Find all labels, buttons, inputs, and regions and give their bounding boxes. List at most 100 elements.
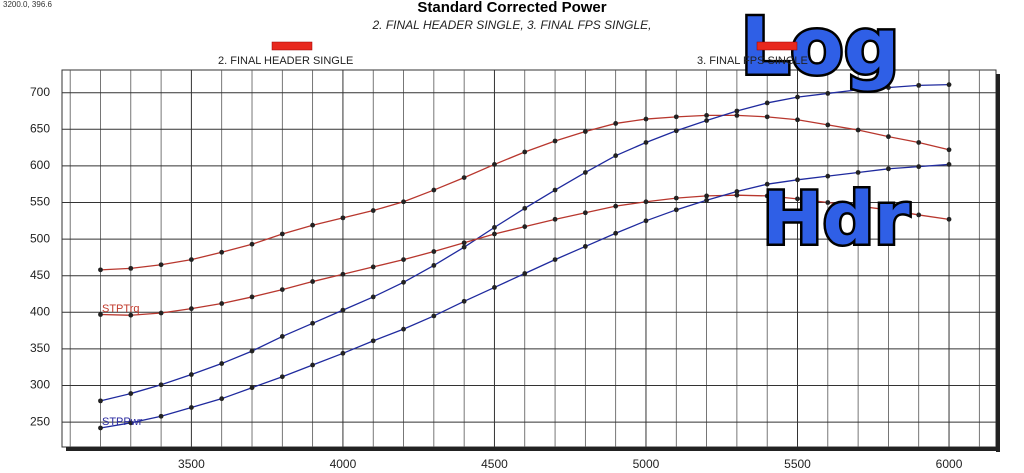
y-tick-label: 600 [30,158,50,172]
data-point [825,122,831,128]
data-point [522,224,528,230]
data-point [219,361,225,366]
data-point [461,298,467,304]
y-tick-label: 550 [30,195,50,209]
data-point [249,348,255,354]
data-point [764,114,770,120]
data-point [946,82,952,88]
overlay-text: Log [740,2,899,92]
data-point [825,200,831,205]
data-point [279,231,285,237]
data-point [219,249,225,255]
data-point [310,279,316,284]
corner-text: 3200.0, 396.6 [3,0,52,9]
data-point [673,114,679,120]
data-point [98,312,103,317]
data-point [98,425,103,431]
data-point [431,249,437,254]
data-point [916,82,922,88]
data-point [673,207,679,213]
data-point [522,205,528,211]
data-point [764,193,770,199]
x-tick-label: 5500 [784,457,811,471]
data-point [370,338,376,344]
x-tick-label: 3500 [178,457,205,471]
data-point [158,310,164,316]
y-tick-label: 400 [30,304,50,318]
data-point [704,118,709,123]
data-point [310,362,316,368]
data-point [613,203,619,209]
legend-label: 3. FINAL FPS SINGLE [697,55,808,67]
data-point [189,372,194,377]
overlay-text: Hdr [762,177,910,261]
data-point [643,116,649,122]
data-point [795,196,800,202]
data-point [279,287,285,293]
data-point [582,244,588,249]
data-point [673,195,679,201]
data-point [855,127,861,133]
shadow [66,447,1000,451]
data-point [128,265,134,271]
data-point [401,279,406,285]
data-point [855,87,861,93]
data-point [855,170,861,175]
plot-frame [61,69,997,448]
data-point [673,128,679,134]
data-point [734,192,740,198]
data-point [704,197,709,203]
curve-label: STPPwr [102,416,143,428]
data-point [855,203,861,209]
data-point [249,294,255,300]
data-point [795,177,800,183]
data-point [370,208,376,213]
data-point [492,285,497,290]
data-point [734,189,740,194]
x-tick-label: 4000 [330,457,357,471]
data-point [279,334,285,339]
data-point [946,147,952,153]
data-point [158,413,164,419]
y-tick-label: 650 [30,121,50,135]
data-point [189,257,194,262]
data-point [582,170,588,175]
data-point [401,199,406,205]
data-point [340,215,346,221]
data-point [795,94,800,100]
y-tick-label: 250 [30,414,50,428]
chart-title: Standard Corrected Power [417,0,606,16]
data-point [492,231,497,237]
data-point [401,326,406,332]
data-point [370,294,376,300]
data-point [886,134,891,140]
data-point [461,175,467,181]
chart-subtitle: 2. FINAL HEADER SINGLE, 3. FINAL FPS SIN… [372,18,652,32]
x-tick-label: 4500 [481,457,508,471]
plot-area: STPTrq STPPwr [61,69,997,448]
data-point [249,241,255,247]
data-point [249,385,255,391]
data-point [795,117,800,123]
data-point [310,222,316,228]
data-point [552,257,558,262]
data-point [219,396,225,402]
data-point [492,224,497,230]
data-point [158,262,164,268]
data-point [886,166,891,172]
data-point [310,320,316,326]
y-tick-label: 450 [30,268,50,282]
data-point [431,187,437,193]
legend-swatch [271,41,313,51]
x-tick-label: 6000 [936,457,963,471]
data-point [734,112,740,118]
data-point [582,210,588,216]
data-point [340,271,346,277]
data-point [764,181,770,187]
data-point [522,149,528,155]
data-point [886,207,891,213]
data-point [916,164,922,170]
data-point [128,312,134,318]
data-point [279,374,285,380]
